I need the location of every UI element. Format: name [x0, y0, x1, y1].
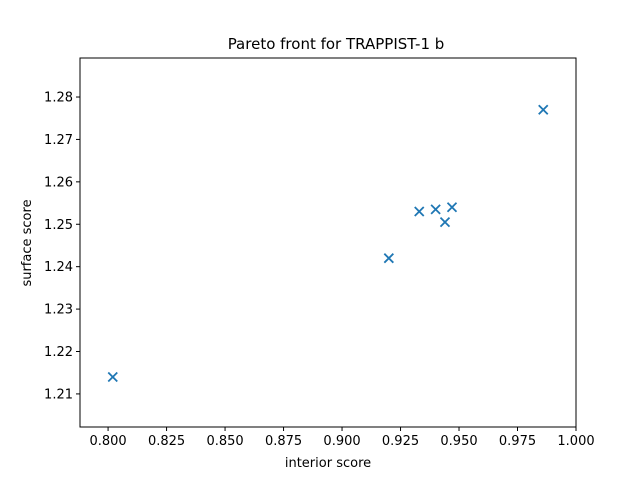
y-tick-label: 1.22: [44, 345, 73, 360]
data-point-marker: [383, 253, 394, 264]
data-point-marker: [107, 371, 118, 383]
x-tick-label: 0.950: [440, 434, 477, 449]
x-tick-label: 0.825: [148, 434, 185, 449]
data-point-marker: [538, 104, 549, 115]
y-tick-label: 1.25: [44, 218, 73, 233]
y-tick-label: 1.26: [44, 175, 73, 190]
y-axis-ticks: 1.21 1.22 1.23 1.24 1.25 1.26 1.27 1.28: [44, 91, 80, 402]
x-tick-label: 0.850: [206, 434, 243, 449]
x-tick-label: 0.800: [89, 434, 126, 449]
x-tick-label: 0.925: [382, 434, 419, 449]
y-tick-label: 1.27: [44, 133, 73, 148]
x-axis-label: interior score: [285, 456, 371, 471]
data-point-marker: [414, 206, 425, 217]
x-tick-label: 0.975: [499, 434, 536, 449]
data-point-marker: [446, 202, 458, 213]
x-tick-label: 1.000: [557, 434, 594, 449]
y-tick-label: 1.21: [44, 387, 73, 402]
y-tick-label: 1.23: [44, 303, 73, 318]
chart-title: Pareto front for TRAPPIST-1 b: [228, 35, 445, 53]
x-tick-label: 0.875: [265, 434, 302, 449]
data-markers: [107, 104, 549, 383]
y-tick-label: 1.24: [44, 260, 73, 275]
plot-frame: [79, 57, 577, 428]
y-tick-label: 1.28: [44, 91, 73, 106]
x-axis-ticks: 0.800 0.825 0.850 0.875 0.900 0.925 0.950 0.975…: [89, 427, 595, 449]
data-point-marker: [439, 217, 451, 228]
y-axis-label: surface score: [20, 199, 35, 286]
data-point-marker: [430, 204, 441, 215]
x-tick-label: 0.900: [323, 434, 360, 449]
